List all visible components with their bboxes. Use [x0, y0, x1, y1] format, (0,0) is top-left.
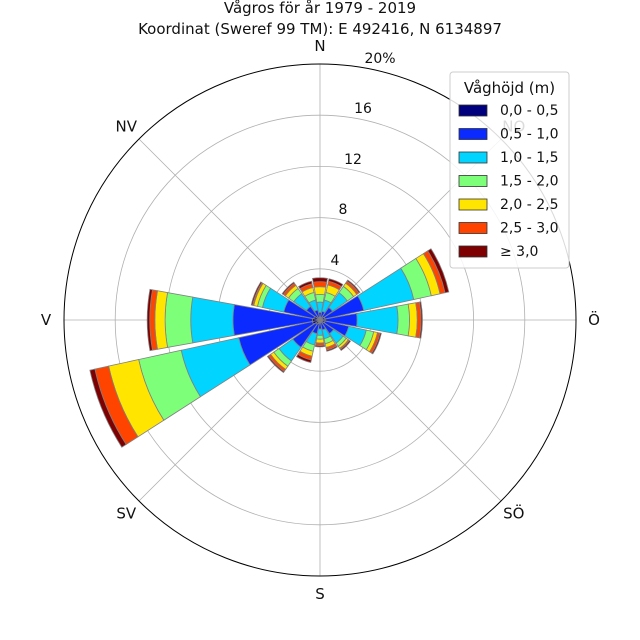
direction-label: NV — [116, 117, 138, 135]
radial-tick-label: 4 — [331, 253, 340, 269]
legend-label: 0,5 - 1,0 — [500, 127, 558, 143]
grid-spoke — [319, 319, 502, 502]
wave-bar-sector-3-bin-6 — [427, 248, 450, 294]
direction-label: Ö — [588, 310, 600, 329]
wave-bars — [89, 248, 450, 448]
wave-bar-sector-12-bin-3 — [164, 292, 194, 348]
legend-swatch — [458, 198, 488, 211]
radial-tick-label: 8 — [339, 202, 348, 218]
wave-bar-sector-0-bin-5 — [312, 281, 328, 288]
wave-bar-sector-4-bin-4 — [407, 302, 418, 338]
wave-bar-sector-8-bin-6 — [314, 344, 326, 348]
legend-swatch — [458, 104, 488, 117]
wave-bar-sector-8-bin-3 — [316, 334, 324, 340]
legend-swatch — [458, 151, 488, 164]
wave-bar-sector-10-bin-6 — [266, 355, 285, 374]
direction-label: SV — [116, 505, 137, 523]
direction-label: SÖ — [503, 504, 524, 523]
legend-swatch — [458, 128, 488, 140]
direction-label: S — [315, 585, 325, 603]
radial-tick-labels: 4 8 12 16 20% — [331, 51, 396, 269]
wave-bar-sector-0-bin-6 — [312, 277, 328, 283]
wave-bar-sector-12-bin-6 — [146, 288, 153, 352]
wave-bar-sector-7-bin-6 — [326, 345, 338, 352]
legend-label: 2,0 - 2,5 — [500, 197, 558, 213]
radial-tick-label: 12 — [344, 152, 362, 168]
wave-bar-sector-11-bin-6 — [89, 368, 127, 448]
legend-swatch — [458, 222, 488, 234]
legend-label: 1,0 - 1,5 — [500, 150, 558, 166]
legend-swatch — [458, 245, 488, 258]
legend-swatch — [458, 175, 488, 187]
wave-bar-sector-15-bin-6 — [298, 280, 313, 290]
wave-bar-sector-8-bin-4 — [315, 338, 325, 344]
legend-box — [449, 71, 570, 269]
wave-bar-sector-1-bin-6 — [327, 278, 344, 288]
legend-label: 0,0 - 0,5 — [500, 103, 558, 119]
wave-bar-sector-6-bin-6 — [339, 339, 352, 352]
wave-bar-sector-0-bin-4 — [313, 286, 327, 296]
wave-bar-sector-9-bin-6 — [295, 353, 312, 363]
wave-bar-sector-14-bin-6 — [281, 281, 295, 295]
direction-label: N — [314, 37, 325, 55]
legend-title: Våghöjd (m) — [464, 79, 555, 97]
radial-tick-label: 16 — [354, 101, 372, 117]
legend-items: 0,0 - 0,5 0,5 - 1,0 1,0 - 1,5 1,5 - 2,0 2,0 … — [458, 103, 558, 260]
chart-title: Vågros för år 1979 - 2019 — [224, 0, 416, 17]
wave-bar-sector-2-bin-6 — [346, 279, 361, 294]
legend-label: ≥ 3,0 — [500, 244, 538, 260]
legend-label: 1,5 - 2,0 — [500, 174, 558, 190]
outer-frame — [63, 63, 577, 577]
wave-bar-sector-12-bin-2 — [190, 296, 235, 344]
legend-label: 2,5 - 3,0 — [500, 221, 558, 237]
chart-subtitle: Koordinat (Sweref 99 TM): E 492416, N 61… — [138, 20, 502, 38]
wave-bar-sector-13-bin-6 — [250, 281, 263, 306]
direction-label: V — [41, 311, 52, 329]
wave-bar-sector-5-bin-6 — [371, 332, 382, 355]
radial-tick-label: 20% — [364, 51, 395, 67]
wave-bar-sector-0-bin-3 — [315, 294, 325, 303]
wave-bar-sector-4-bin-3 — [396, 303, 410, 337]
legend: Våghöjd (m) 0,0 - 0,5 0,5 - 1,0 1,0 - 1,5 1… — [449, 71, 570, 269]
wave-bar-sector-4-bin-6 — [419, 301, 423, 339]
